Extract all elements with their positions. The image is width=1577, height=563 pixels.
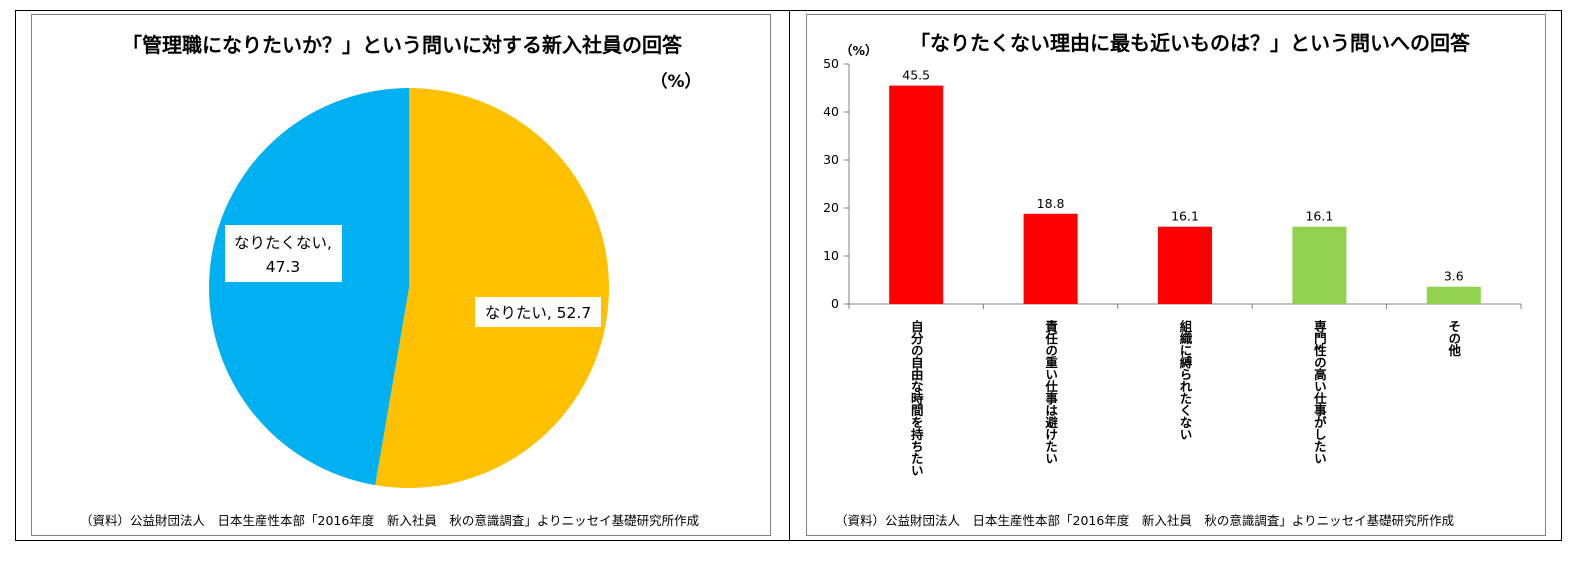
pie-chart-panel: 「管理職になりたいか？」という問いに対する新入社員の回答 （%） なりたい, 5… (31, 14, 771, 536)
pie-source-note: （資料）公益財団法人 日本生産性本部「2016年度 新入社員 秋の意識調査」より… (80, 513, 699, 528)
pie-label-2-line-2: 47.3 (266, 258, 301, 276)
x-category-label-2: 責任の重い仕事は避けたい (1043, 319, 1058, 464)
bar-value-label-3: 16.1 (1171, 209, 1199, 224)
bar-chart-title: 「なりたくない理由に最も近いものは？」という問いへの回答 (910, 31, 1471, 55)
bar-5 (1426, 286, 1481, 304)
y-tick-label-3: 30 (823, 152, 839, 167)
bar-chart: 「なりたくない理由に最も近いものは？」という問いへの回答 （%） 0 10 20 30… (823, 31, 1522, 528)
pie-label-box-2 (225, 225, 342, 282)
pie-chart-title: 「管理職になりたいか？」という問いに対する新入社員の回答 (122, 33, 683, 57)
y-tick-label-0: 0 (831, 296, 839, 311)
pie-unit-label: （%） (650, 71, 701, 92)
bar-2 (1023, 213, 1078, 304)
bar-3 (1158, 226, 1212, 304)
bar-value-label-5: 3.6 (1444, 269, 1464, 284)
y-tick-label-4: 40 (823, 104, 839, 119)
bar-chart-panel: 「なりたくない理由に最も近いものは？」という問いへの回答 （%） 0 10 20 30… (806, 14, 1546, 536)
bar-value-label-1: 45.5 (902, 68, 930, 83)
y-tick-label-1: 10 (823, 248, 839, 263)
panel-divider (789, 10, 790, 541)
outer-frame (15, 10, 1562, 541)
bar-1 (889, 85, 944, 304)
pie-chart: 「管理職になりたいか？」という問いに対する新入社員の回答 （%） なりたい, 5… (80, 33, 702, 528)
bar-value-label-2: 18.8 (1037, 196, 1065, 211)
pie-slice-2 (208, 88, 409, 486)
pie-label-box-1 (475, 297, 601, 327)
bar-value-label-4: 16.1 (1305, 209, 1333, 224)
bar-4 (1292, 226, 1347, 304)
x-category-label-4: 専門性の高い仕事がしたい (1312, 319, 1327, 464)
bar-source-note: （資料）公益財団法人 日本生産性本部「2016年度 新入社員 秋の意識調査」より… (835, 513, 1454, 528)
y-tick-label-5: 50 (823, 56, 839, 71)
pie-label-1: なりたい, 52.7 (485, 304, 591, 322)
x-category-label-5: その他 (1446, 320, 1461, 357)
x-category-label-1: 自分の自由な時間を持ちたい (909, 319, 924, 476)
y-tick-label-2: 20 (823, 200, 839, 215)
pie-slice-1 (375, 88, 609, 488)
pie-label-2-line-1: なりたくない, (234, 234, 332, 252)
y-axis-unit-label: （%） (840, 43, 878, 58)
x-category-label-3: 組織に縛られたくない (1178, 319, 1193, 440)
